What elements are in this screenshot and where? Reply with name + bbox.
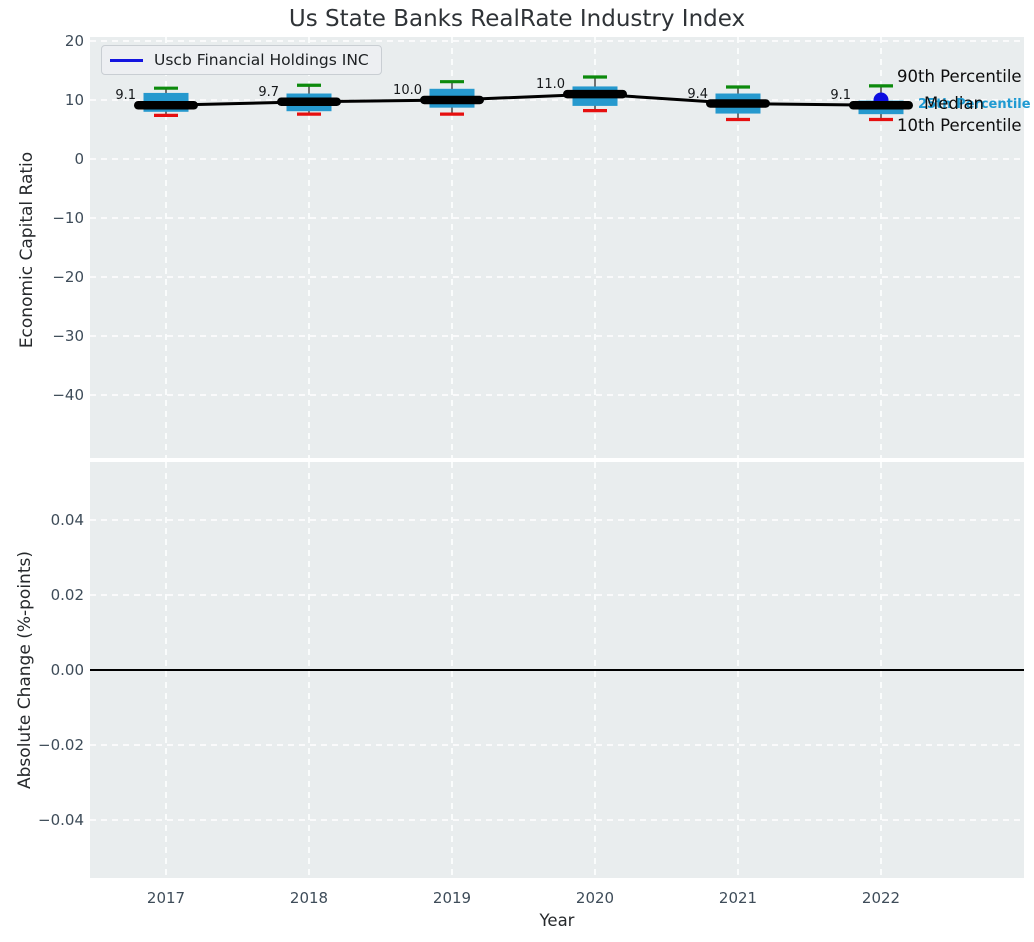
top-plot-area: [90, 37, 1024, 458]
top-y-axis-label: Economic Capital Ratio: [17, 151, 37, 349]
bottom-y-tick-label: −0.02: [38, 736, 84, 754]
median-value-label: 9.7: [258, 84, 279, 100]
x-axis-label: Year: [539, 911, 575, 930]
median-bar: [849, 101, 913, 110]
annotation-p10: 10th Percentile: [897, 116, 1022, 135]
x-tick-label: 2020: [575, 889, 615, 907]
legend-label: Uscb Financial Holdings INC: [154, 51, 369, 69]
top-y-tick-label: −40: [52, 386, 84, 404]
bottom-plot-canvas: [90, 462, 1024, 878]
bottom-y-tick-label: −0.04: [38, 811, 84, 829]
median-value-label: 9.1: [830, 88, 851, 104]
annotation-p90: 90th Percentile: [897, 67, 1022, 86]
annotation-p25: 25th Percentile: [918, 97, 1031, 112]
x-tick-label: 2018: [289, 889, 329, 907]
median-bar: [134, 101, 198, 110]
bottom-y-tick-label: 0.00: [50, 661, 84, 679]
top-y-tick-label: 0: [74, 150, 84, 168]
median-bar: [706, 99, 770, 108]
median-bar: [420, 95, 484, 105]
bottom-plot-area: [90, 462, 1024, 878]
top-y-tick-label: −20: [52, 268, 84, 286]
annotation-median: Median: [924, 94, 985, 113]
x-tick-label: 2017: [146, 889, 186, 907]
median-value-label: 9.1: [115, 88, 136, 104]
bottom-y-tick-label: 0.04: [50, 511, 84, 529]
x-tick-label: 2021: [718, 889, 758, 907]
x-tick-label: 2022: [861, 889, 901, 907]
chart-title: Us State Banks RealRate Industry Index: [288, 6, 746, 32]
top-y-tick-label: 10: [64, 91, 84, 109]
top-y-tick-label: −30: [52, 327, 84, 345]
median-value-label: 11.0: [536, 77, 565, 93]
x-tick-label: 2019: [432, 889, 472, 907]
median-value-label: 10.0: [393, 83, 422, 98]
top-y-tick-label: 20: [64, 32, 84, 50]
median-bar: [563, 89, 627, 99]
median-bar: [277, 97, 341, 107]
legend: Uscb Financial Holdings INC: [101, 45, 382, 75]
bottom-y-tick-label: 0.02: [50, 586, 84, 604]
top-y-tick-label: −10: [52, 209, 84, 227]
median-value-label: 9.4: [687, 86, 708, 102]
top-plot-canvas: [90, 37, 1024, 458]
legend-line-swatch: [110, 58, 143, 62]
